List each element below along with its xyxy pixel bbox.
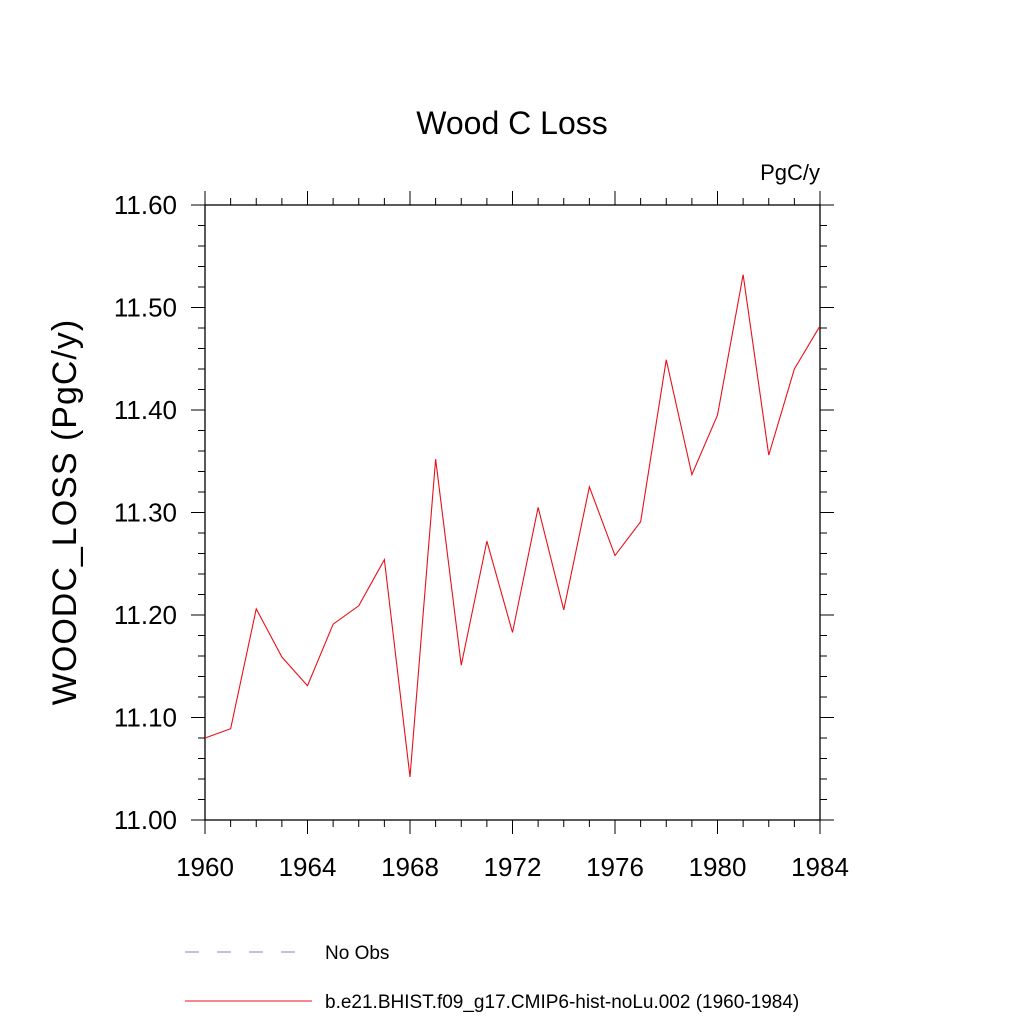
data-point — [307, 685, 308, 686]
legend: No Obs b.e21.BHIST.f09_g17.CMIP6-hist-noL… — [185, 943, 799, 1013]
units-label: PgC/y — [760, 160, 820, 185]
data-point — [358, 605, 359, 606]
data-point — [435, 459, 436, 460]
data-point — [589, 486, 590, 487]
data-point — [819, 325, 820, 326]
x-tick-label: 1964 — [279, 852, 337, 882]
data-point — [461, 665, 462, 666]
data-point — [743, 274, 744, 275]
data-point — [794, 368, 795, 369]
x-tick-label: 1972 — [484, 852, 542, 882]
data-point — [640, 521, 641, 522]
data-point — [666, 359, 667, 360]
x-tick-label: 1980 — [689, 852, 747, 882]
y-tick-label: 11.50 — [114, 293, 177, 323]
data-point — [717, 415, 718, 416]
data-point — [512, 632, 513, 633]
legend-label: b.e21.BHIST.f09_g17.CMIP6-hist-noLu.002 … — [325, 992, 799, 1013]
data-point — [384, 559, 385, 560]
x-tick-label: 1976 — [586, 852, 644, 882]
data-point — [256, 608, 257, 609]
data-point — [691, 474, 692, 475]
y-axis-label: WOODC_LOSS (PgC/y) — [46, 319, 84, 705]
data-point — [204, 737, 205, 738]
data-point — [333, 624, 334, 625]
y-tick-label: 11.20 — [114, 600, 177, 630]
y-tick-label: 11.40 — [114, 395, 177, 425]
data-point — [486, 541, 487, 542]
y-tick-label: 11.10 — [114, 703, 177, 733]
chart-title: Wood C Loss — [416, 105, 608, 141]
axes: 11.00 11.10 11.20 11.30 11.40 11.50 11.60 1960 1… — [114, 190, 849, 882]
series-layer — [204, 274, 821, 778]
data-point — [538, 507, 539, 508]
data-point — [230, 728, 231, 729]
data-point — [614, 555, 615, 556]
x-tick-label: 1968 — [381, 852, 439, 882]
y-tick-label: 11.30 — [114, 498, 177, 528]
data-point — [281, 656, 282, 657]
x-tick-label: 1960 — [176, 852, 234, 882]
x-tick-label: 1984 — [791, 852, 849, 882]
plot-frame — [204, 204, 821, 821]
series-line — [204, 274, 821, 778]
y-tick-label: 11.60 — [114, 190, 177, 220]
data-point — [768, 455, 769, 456]
y-tick-label: 11.00 — [114, 805, 177, 835]
data-point — [409, 776, 410, 777]
data-point — [563, 609, 564, 610]
legend-label: No Obs — [325, 943, 389, 964]
